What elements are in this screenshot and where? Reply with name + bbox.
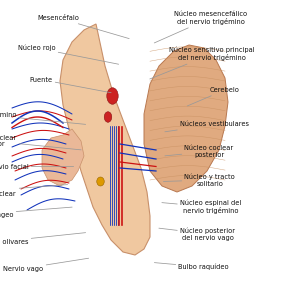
- Text: Núcleo espinal del
nervio trigémino: Núcleo espinal del nervio trigémino: [162, 200, 241, 214]
- Ellipse shape: [104, 112, 112, 122]
- Polygon shape: [42, 129, 84, 186]
- Text: Núcleo rojo: Núcleo rojo: [18, 45, 118, 64]
- Text: Núcleo mesencefálico
del nervio trigémino: Núcleo mesencefálico del nervio trigémin…: [154, 11, 247, 43]
- Ellipse shape: [97, 177, 104, 186]
- Text: Núcleo sensitivo principal
del nervio trigémino: Núcleo sensitivo principal del nervio tr…: [150, 46, 255, 79]
- Text: Núcleo coclear
anterior: Núcleo coclear anterior: [0, 134, 81, 150]
- Text: Bulbo raquídeo: Bulbo raquídeo: [154, 262, 229, 270]
- Text: Núcleo coclear
posterior: Núcleo coclear posterior: [165, 145, 234, 158]
- Polygon shape: [144, 45, 228, 192]
- Text: Núcleo posterior
del nervio vago: Núcleo posterior del nervio vago: [159, 227, 235, 241]
- Text: Nervio
vestibulococlear: Nervio vestibulococlear: [0, 184, 68, 197]
- Text: Nervio facial: Nervio facial: [0, 164, 74, 169]
- Text: Nervio glosofaríngeo: Nervio glosofaríngeo: [0, 207, 72, 218]
- Polygon shape: [60, 24, 150, 255]
- Text: Puente: Puente: [29, 76, 111, 93]
- Text: Cerebelo: Cerebelo: [187, 87, 240, 106]
- Text: Mesencéfalo: Mesencéfalo: [38, 15, 129, 39]
- Text: Núcleos vestibulares: Núcleos vestibulares: [165, 122, 249, 132]
- Text: Nervio vago: Nervio vago: [3, 258, 88, 272]
- Text: Núcleos olivares: Núcleos olivares: [0, 232, 85, 244]
- Ellipse shape: [107, 88, 118, 104]
- Text: Núcleo y tracto
solitario: Núcleo y tracto solitario: [164, 173, 235, 187]
- Text: Ganglio del trigémino: Ganglio del trigémino: [0, 110, 85, 124]
